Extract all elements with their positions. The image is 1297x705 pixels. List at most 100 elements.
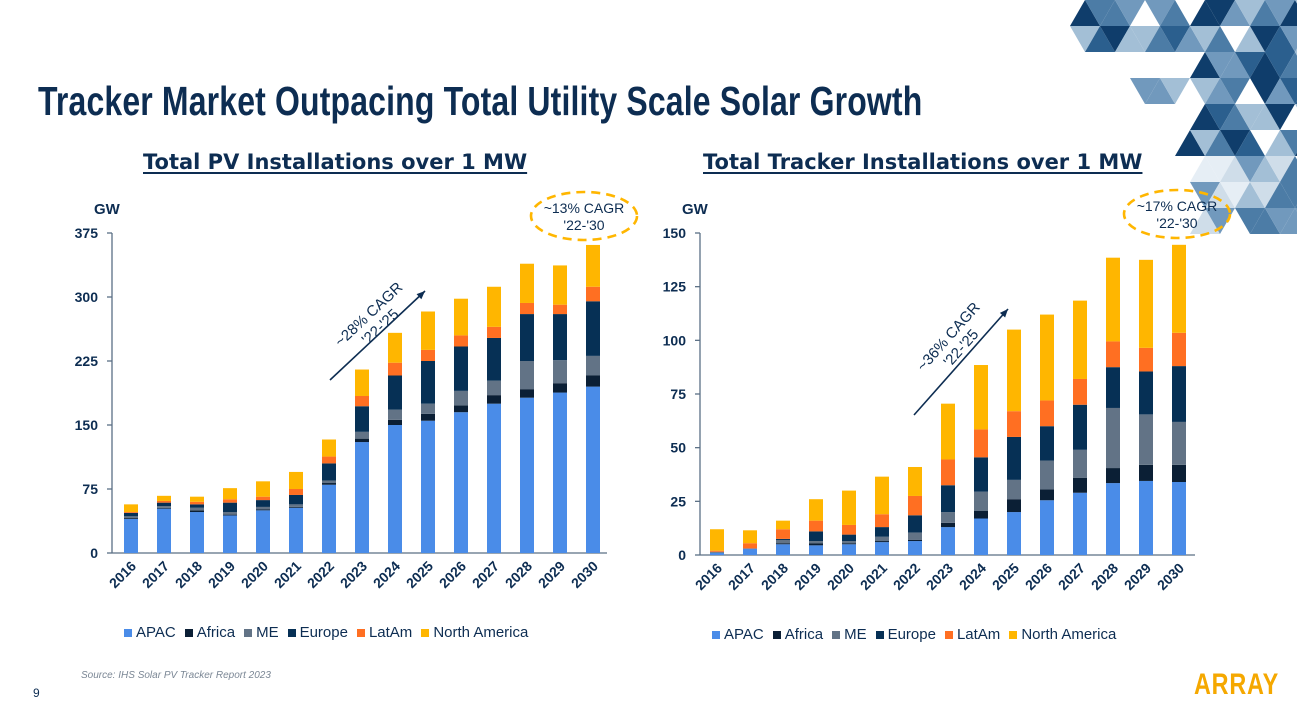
cagr-arrow [329,290,426,381]
bar-latam-2027 [1073,378,1087,405]
bar-north-america-2016 [124,504,138,513]
bar-me-2018 [776,539,790,544]
legend-label: Africa [784,626,824,643]
triangle-shape [1220,78,1250,104]
triangle-shape [1280,156,1297,182]
triangle-shape [1160,0,1190,26]
bar-latam-2016 [124,512,138,513]
bar-me-2026 [1040,460,1054,490]
triangle-shape [1160,78,1190,104]
y-tick-label: 150 [663,225,687,241]
triangle-shape [1070,26,1100,52]
bar-latam-2029 [553,304,567,315]
x-tick-label: 2024 [370,558,403,591]
bar-latam-2025 [421,349,435,361]
bar-africa-2018 [190,510,204,513]
bar-africa-2023 [941,522,955,528]
bar-africa-2025 [1007,499,1021,513]
bar-apac-2018 [190,512,204,553]
triangle-shape [1205,52,1235,78]
left-legend: APAC Africa ME Europe LatAm North America [124,624,528,641]
bar-latam-2026 [454,335,468,347]
bar-africa-2016 [124,518,138,519]
bar-europe-2027 [487,337,501,381]
bar-latam-2030 [586,286,600,302]
bar-north-america-2027 [1073,300,1087,379]
triangle-shape [1265,26,1295,52]
x-tick-label: 2018 [172,558,205,591]
bar-apac-2017 [743,548,757,555]
bar-apac-2017 [157,508,171,553]
bar-europe-2019 [809,531,823,542]
triangle-shape [1085,26,1115,52]
triangle-shape [1070,0,1100,26]
right-chart-title: Total Tracker Installations over 1 MW [703,150,1143,174]
bar-europe-2029 [1139,371,1153,415]
legend-label: Europe [299,624,348,641]
x-tick-label: 2028 [502,558,535,591]
y-tick-label: 50 [670,440,686,456]
triangle-shape [1265,208,1295,234]
bar-europe-2018 [776,538,790,540]
legend-item: North America [421,624,528,641]
bar-latam-2019 [223,499,237,503]
bar-me-2018 [190,507,204,511]
triangle-shape [1250,26,1280,52]
x-tick-label: 2020 [238,558,271,591]
bar-africa-2028 [520,389,534,398]
bar-north-america-2025 [1007,329,1021,412]
bar-europe-2030 [586,301,600,356]
bar-me-2020 [256,506,270,510]
bar-me-2027 [1073,449,1087,478]
bar-latam-2024 [388,362,402,376]
bar-africa-2029 [1139,464,1153,481]
bar-north-america-2029 [1139,259,1153,348]
bar-apac-2029 [1139,480,1153,555]
bar-me-2020 [842,541,856,544]
bar-africa-2028 [1106,468,1120,484]
legend-item: ME [244,624,279,641]
x-tick-label: 2026 [436,558,469,591]
bar-latam-2021 [875,514,889,528]
y-tick-label: 100 [663,332,687,348]
legend-item: Europe [287,624,348,641]
cagr-oval-label: ~13% CAGR [544,200,625,216]
triangle-shape [1160,26,1190,52]
triangle-shape [1145,78,1175,104]
bar-latam-2016 [710,550,724,552]
bar-me-2029 [553,360,567,384]
bar-north-america-2028 [520,263,534,303]
x-tick-label: 2019 [791,560,824,593]
triangle-shape [1205,78,1235,104]
legend-label: North America [433,624,529,641]
bar-europe-2020 [256,500,270,507]
x-tick-label: 2025 [989,560,1022,593]
triangle-shape [1280,52,1297,78]
bar-me-2023 [355,431,369,439]
bar-africa-2022 [908,539,922,542]
bar-north-america-2018 [190,496,204,502]
bar-me-2022 [322,480,336,484]
triangle-shape [1280,182,1297,208]
bar-north-america-2019 [809,499,823,521]
bar-me-2024 [974,491,988,511]
slide-title: Tracker Market Outpacing Total Utility S… [38,78,923,124]
bar-europe-2023 [355,406,369,432]
legend-swatch [356,628,365,637]
bar-europe-2028 [520,314,534,361]
bar-me-2030 [1172,421,1186,465]
bar-europe-2019 [223,502,237,513]
triangle-shape [1205,208,1235,234]
bar-africa-2030 [586,375,600,387]
legend-swatch [772,630,781,639]
triangle-shape [1235,156,1265,182]
legend-item: Africa [184,624,235,641]
bar-apac-2023 [355,442,369,553]
x-tick-label: 2030 [568,558,601,591]
x-tick-label: 2021 [271,558,304,591]
bar-europe-2030 [1172,366,1186,422]
bar-africa-2023 [355,438,369,443]
x-tick-label: 2016 [106,558,139,591]
